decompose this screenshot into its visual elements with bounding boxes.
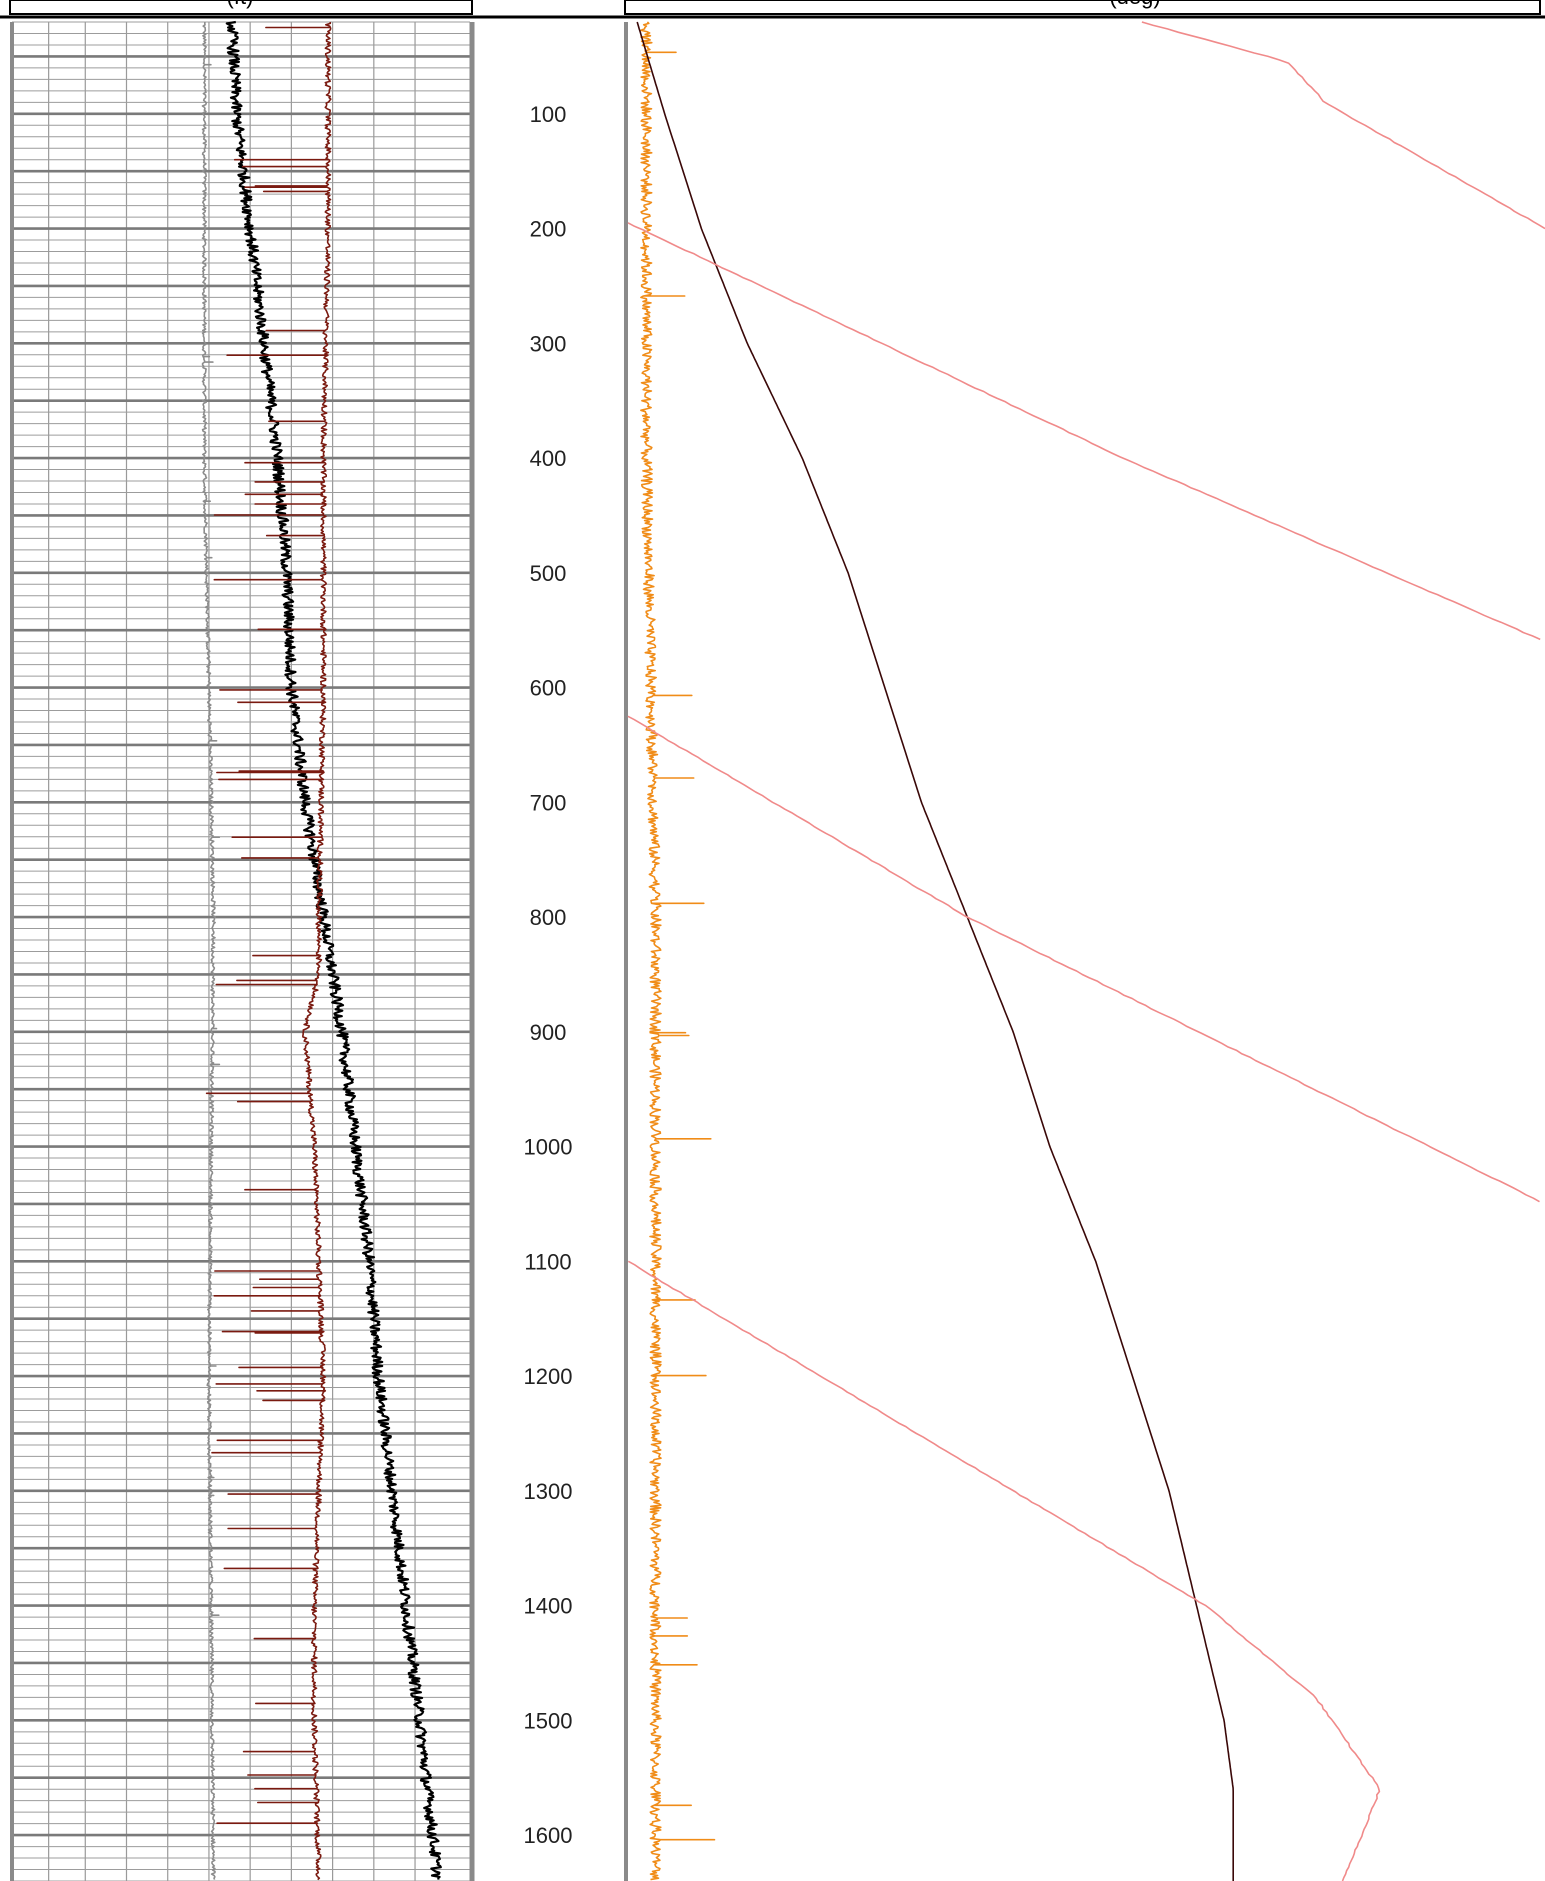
- depth-tick-400: 400: [530, 446, 567, 471]
- depth-tick-1000: 1000: [524, 1135, 573, 1160]
- right-track-curves: [627, 21, 1545, 1881]
- left-track-curves: [201, 20, 442, 1881]
- track-1-curve-3: [205, 21, 332, 1881]
- track-2-curve-3-segment-1: [1141, 21, 1545, 230]
- depth-tick-900: 900: [530, 1020, 567, 1045]
- left-track: [10, 20, 475, 1881]
- left-track-header-text: (ft): [227, 0, 254, 9]
- depth-tick-500: 500: [530, 561, 567, 586]
- depth-tick-200: 200: [530, 217, 567, 242]
- depth-tick-1100: 1100: [524, 1249, 571, 1274]
- track-2-curve-3-segment-3: [627, 715, 1540, 1203]
- depth-tick-1600: 1600: [524, 1823, 573, 1848]
- header-strip: (ft) (deg): [0, 0, 1545, 19]
- depth-tick-1400: 1400: [524, 1594, 573, 1619]
- right-track-header-text: (deg): [1109, 0, 1160, 9]
- depth-tick-300: 300: [530, 331, 567, 356]
- track-2-curve-1: [640, 21, 716, 1881]
- depth-tick-600: 600: [530, 676, 567, 701]
- track-1-curve-2: [225, 20, 442, 1880]
- track-2-curve-3-segment-4: [627, 1260, 1381, 1881]
- depth-tick-800: 800: [530, 905, 567, 930]
- depth-track: 100 200 300 400 500 600 700 800 900 1000 1100 1200 1…: [524, 102, 573, 1848]
- depth-tick-1500: 1500: [524, 1708, 573, 1733]
- track-2-curve-2: [636, 21, 1234, 1881]
- track-2-curve-3-segment-2: [627, 222, 1541, 641]
- right-track: [624, 21, 1545, 1881]
- track-1-curve-1: [201, 21, 221, 1880]
- depth-tick-100: 100: [530, 102, 567, 127]
- depth-tick-700: 700: [530, 790, 567, 815]
- depth-tick-1300: 1300: [524, 1479, 573, 1504]
- depth-tick-1200: 1200: [524, 1364, 573, 1389]
